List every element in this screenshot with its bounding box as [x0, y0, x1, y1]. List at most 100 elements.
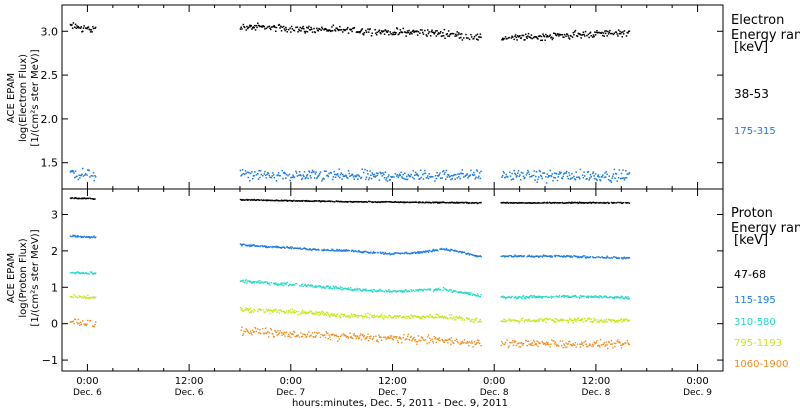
proton-data-point: [386, 201, 388, 203]
electron-data-point: [607, 178, 610, 181]
electron-data-point: [309, 29, 312, 31]
electron-data-point: [92, 25, 94, 28]
proton-data-point: [508, 295, 510, 298]
proton-data-point: [400, 201, 402, 203]
electron-data-point: [589, 32, 591, 34]
proton-data-point: [605, 318, 608, 320]
proton-data-point: [89, 236, 92, 238]
electron-data-point: [548, 35, 551, 37]
proton-data-point: [328, 315, 330, 317]
electron-data-point: [258, 170, 260, 172]
electron-data-point: [291, 28, 294, 30]
electron-data-point: [263, 173, 265, 175]
electron-data-point: [284, 29, 286, 32]
electron-data-point: [543, 35, 546, 38]
electron-data-point: [321, 178, 324, 181]
proton-data-point: [444, 249, 446, 251]
proton-data-point: [554, 255, 556, 258]
proton-data-point: [419, 289, 422, 291]
proton-data-point: [249, 199, 252, 201]
proton-data-point: [569, 317, 571, 320]
proton-data-point: [423, 288, 425, 290]
electron-data-point: [545, 33, 547, 36]
proton-data-point: [378, 334, 380, 336]
electron-data-point: [603, 176, 605, 179]
proton-data-point: [561, 295, 564, 297]
electron-data-point: [566, 175, 569, 178]
proton-data-point: [249, 281, 251, 283]
proton-data-point: [550, 256, 552, 258]
proton-data-point: [424, 251, 426, 254]
proton-data-point: [370, 289, 373, 291]
electron-data-point: [467, 37, 469, 39]
proton-data-point: [370, 290, 372, 292]
proton-data-point: [502, 342, 504, 345]
proton-data-point: [350, 336, 353, 338]
electron-data-point: [357, 178, 359, 180]
electron-data-point: [509, 171, 511, 174]
proton-data-point: [321, 249, 324, 252]
proton-data-point: [337, 249, 340, 252]
electron-data-point: [255, 24, 258, 27]
proton-data-point: [597, 296, 600, 298]
proton-data-point: [286, 281, 288, 284]
electron-y-axis: 1.52.02.53.0: [41, 25, 723, 170]
electron-data-point: [331, 30, 334, 32]
electron-data-point: [480, 170, 482, 173]
electron-data-point: [269, 27, 271, 30]
electron-data-point: [589, 174, 592, 176]
electron-data-point: [449, 175, 451, 178]
time-tick-label: 12:00: [378, 376, 407, 387]
proton-data-point: [401, 341, 403, 344]
proton-data-point: [77, 296, 79, 299]
electron-data-point: [393, 31, 396, 33]
proton-data-point: [594, 257, 597, 259]
electron-data-point: [524, 176, 526, 179]
proton-data-point: [596, 201, 598, 204]
electron-data-point: [574, 179, 577, 181]
proton-data-point: [446, 339, 448, 341]
electron-data-point: [383, 173, 385, 176]
proton-data-point: [579, 201, 581, 203]
proton-data-point: [71, 271, 74, 274]
proton-data-point: [266, 281, 268, 283]
electron-data-point: [565, 35, 567, 37]
proton-data-point: [308, 200, 311, 203]
proton-data-point: [451, 249, 453, 251]
electron-data-point: [347, 177, 349, 179]
proton-data-point: [424, 201, 427, 203]
electron-data-point: [522, 175, 525, 178]
proton-data-point: [303, 333, 306, 336]
proton-data-point: [613, 342, 615, 344]
electron-data-point: [427, 177, 430, 180]
proton-data-point: [352, 249, 354, 252]
proton-data-point: [365, 337, 368, 339]
proton-data-point: [285, 311, 287, 314]
proton-data-point: [283, 331, 286, 333]
electron-data-point: [406, 178, 409, 181]
electron-data-point: [547, 176, 549, 178]
proton-data-point: [396, 201, 398, 203]
proton-data-point: [544, 318, 546, 320]
proton-data-point: [298, 336, 301, 338]
proton-data-point: [252, 329, 254, 331]
proton-data-point: [405, 315, 407, 318]
proton-data-point: [463, 339, 466, 341]
electron-data-point: [611, 177, 613, 179]
proton-data-point: [556, 295, 559, 298]
proton-data-point: [346, 250, 348, 252]
proton-data-point: [438, 316, 440, 319]
proton-data-point: [444, 202, 446, 204]
proton-data-point: [316, 200, 318, 202]
proton-data-point: [547, 342, 549, 344]
electron-data-point: [293, 29, 296, 32]
proton-data-point: [332, 200, 334, 203]
electron-data-point: [551, 173, 554, 175]
electron-data-point: [249, 172, 252, 175]
electron-data-point: [358, 31, 361, 33]
proton-data-point: [284, 283, 286, 285]
proton-data-point: [546, 317, 548, 320]
proton-data-point: [376, 339, 378, 341]
proton-data-point: [362, 201, 365, 203]
proton-data-point: [560, 202, 562, 204]
